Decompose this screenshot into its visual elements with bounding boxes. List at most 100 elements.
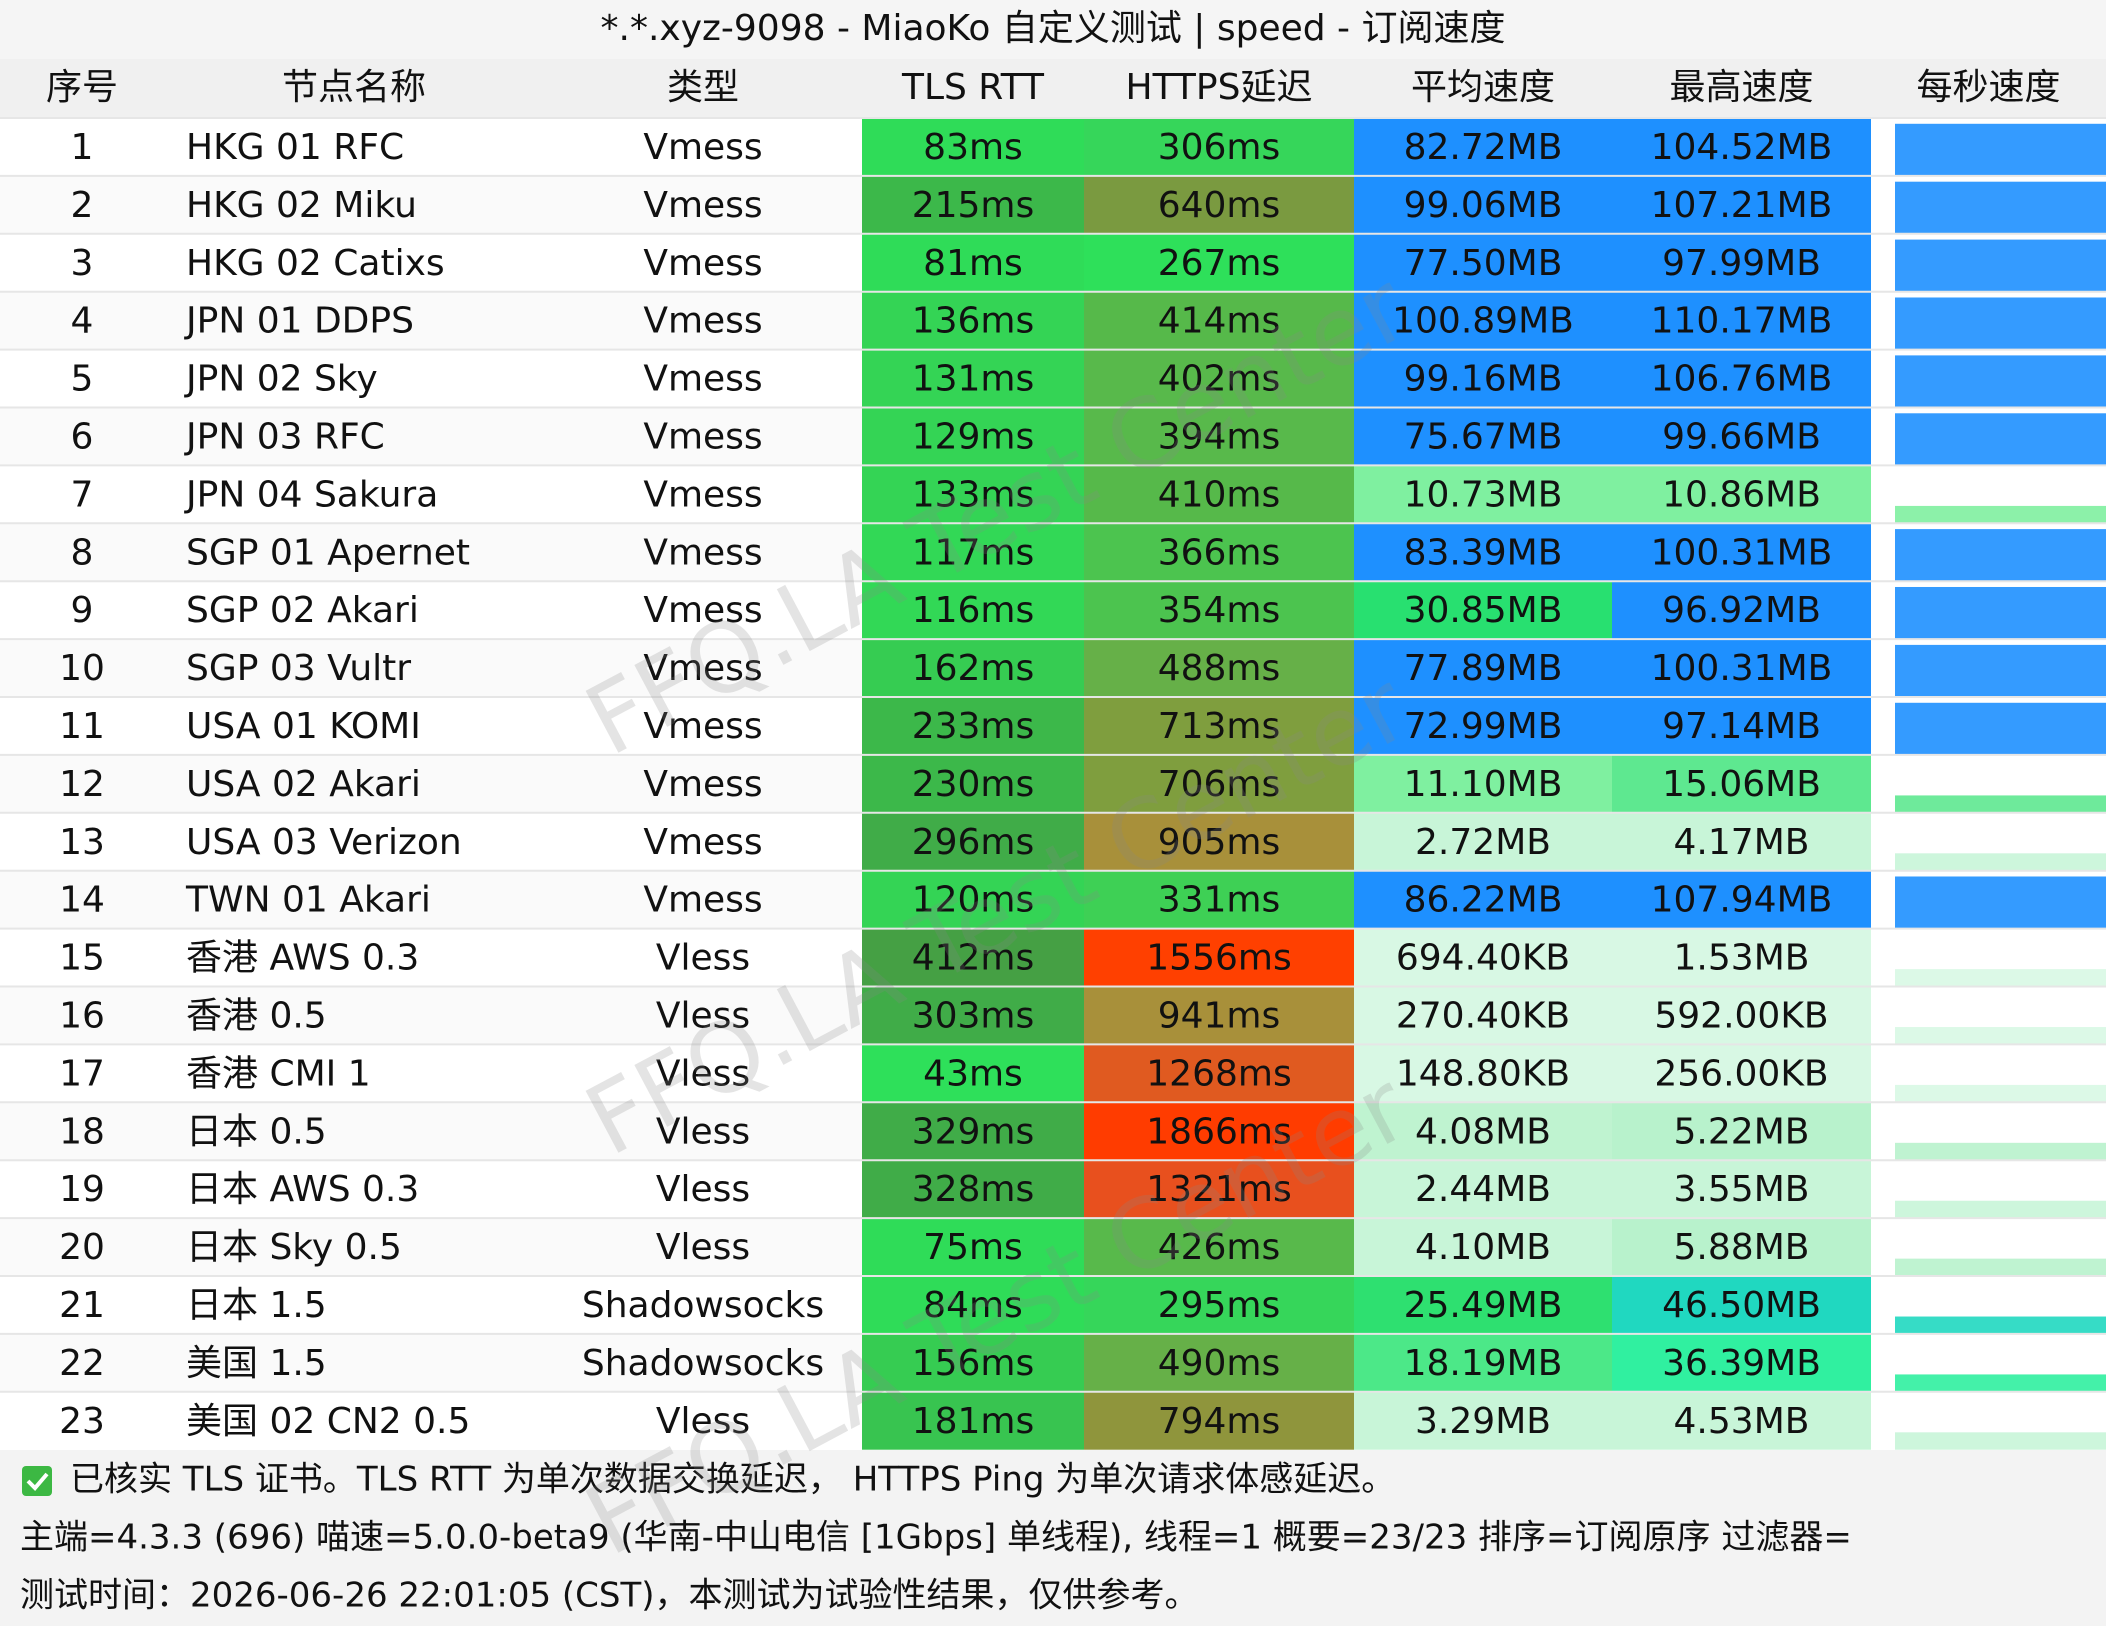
cell-text: 22 <box>59 1343 105 1384</box>
speed-sparkline <box>1895 355 2106 408</box>
cell-bg <box>1084 928 1354 987</box>
cell-bg <box>1084 349 1354 408</box>
cell-text: 1.53MB <box>1674 938 1810 979</box>
speed-sparkline <box>1895 1084 2106 1103</box>
cell-text: 23 <box>59 1401 105 1442</box>
cell-bg <box>862 1218 1084 1276</box>
node-name: JPN 02 Sky <box>184 359 378 400</box>
cell-text: 36.39MB <box>1662 1343 1821 1384</box>
cell-text: 11 <box>59 706 105 747</box>
cell-text: 100.31MB <box>1651 648 1833 689</box>
row-bg <box>0 639 862 697</box>
row-bg <box>0 754 862 813</box>
node-name: JPN 03 RFC <box>184 416 385 457</box>
node-name: USA 02 Akari <box>186 764 421 805</box>
cell-text: Vmess <box>643 301 762 342</box>
row-bg <box>0 175 862 234</box>
row-bg <box>0 407 862 466</box>
cell-text: 10.86MB <box>1662 474 1821 515</box>
cell-text: Shadowsocks <box>582 1343 824 1384</box>
cell-text: 20 <box>59 1227 105 1268</box>
cell-bg <box>862 697 1084 755</box>
cell-text: 83.39MB <box>1404 532 1563 573</box>
cell-bg <box>1354 349 1612 408</box>
cell-text: Vless <box>656 938 750 979</box>
cell-text: 148.80KB <box>1396 1053 1570 1094</box>
cell-text: 100.89MB <box>1392 301 1574 342</box>
cell-bg <box>862 812 1084 871</box>
cell-bg <box>1084 697 1354 755</box>
cell-bg <box>1084 465 1354 524</box>
node-name: USA 03 Verizon <box>186 822 462 863</box>
column-header: TLS RTT <box>901 67 1045 108</box>
footer-line: 已核实 TLS 证书。TLS RTT 为单次数据交换延迟， HTTPS Ping… <box>70 1460 1395 1500</box>
cell-text: 81ms <box>923 243 1023 284</box>
cell-text: 77.50MB <box>1404 243 1563 284</box>
cell-bg <box>862 581 1084 640</box>
speed-sparkline <box>1895 505 2106 524</box>
cell-bg <box>1084 1276 1354 1334</box>
cell-bg <box>1084 1333 1354 1392</box>
cell-bg <box>1612 407 1871 466</box>
cell-text: Vless <box>656 995 750 1036</box>
node-name: 日本 1.5 <box>186 1285 327 1326</box>
node-name: 美国 1.5 <box>186 1343 327 1384</box>
column-header: 每秒速度 <box>1916 67 2060 108</box>
speed-sparkline <box>1895 644 2106 697</box>
cell-bg <box>1612 349 1871 408</box>
cell-text: 15 <box>59 938 105 979</box>
cell-bg <box>1354 1391 1612 1450</box>
cell-text: 256.00KB <box>1654 1053 1828 1094</box>
row-bg <box>0 465 862 524</box>
cell-text: 106.76MB <box>1651 359 1833 400</box>
cell-text: 7 <box>71 474 94 515</box>
cell-text: 97.14MB <box>1662 706 1821 747</box>
cell-text: 25.49MB <box>1404 1285 1563 1326</box>
cell-text: 215ms <box>912 185 1035 226</box>
cell-text: 306ms <box>1158 127 1281 168</box>
cell-text: 16 <box>59 995 105 1036</box>
cell-bg <box>1612 581 1871 640</box>
cell-text: Vmess <box>643 243 762 284</box>
row-bg <box>0 1044 862 1103</box>
cell-text: 694.40KB <box>1396 938 1570 979</box>
row-bg <box>0 1276 862 1334</box>
cell-text: 15.06MB <box>1662 764 1821 805</box>
column-header: 最高速度 <box>1669 67 1813 108</box>
cell-bg <box>1354 986 1612 1045</box>
cell-bg <box>1612 928 1871 987</box>
row-bg <box>0 523 862 582</box>
cell-bg <box>862 639 1084 697</box>
speed-sparkline <box>1895 853 2106 871</box>
cell-text: 100.31MB <box>1651 532 1833 573</box>
cell-text: 941ms <box>1158 995 1281 1036</box>
cell-text: Shadowsocks <box>582 1285 824 1326</box>
cell-bg <box>1084 1160 1354 1219</box>
cell-bg <box>1612 697 1871 755</box>
cell-text: 99.16MB <box>1404 359 1563 400</box>
row-bg <box>0 928 862 987</box>
cell-bg <box>862 1276 1084 1334</box>
cell-bg <box>862 986 1084 1045</box>
cell-bg <box>1084 986 1354 1045</box>
speed-sparkline <box>1895 123 2106 176</box>
cell-text: Vless <box>656 1111 750 1152</box>
cell-text: Vmess <box>643 764 762 805</box>
cell-bg <box>862 349 1084 408</box>
title: *.*.xyz-9098 - MiaoKo 自定义测试 | speed - 订阅… <box>601 8 1506 49</box>
footer-line: 主端=4.3.3 (696) 喵速=5.0.0-beta9 (华南-中山电信 [… <box>20 1518 1852 1558</box>
cell-text: 6 <box>71 416 94 457</box>
cell-text: 230ms <box>912 764 1035 805</box>
cell-bg <box>1084 754 1354 813</box>
cell-bg <box>862 1333 1084 1392</box>
row-bg <box>0 986 862 1045</box>
cell-bg <box>1354 523 1612 582</box>
cell-bg <box>1354 1044 1612 1103</box>
cell-bg <box>862 870 1084 929</box>
cell-bg <box>1612 754 1871 813</box>
cell-text: 110.17MB <box>1651 301 1833 342</box>
cell-text: 592.00KB <box>1654 995 1828 1036</box>
cell-bg <box>1084 581 1354 640</box>
cell-bg <box>1354 1218 1612 1276</box>
